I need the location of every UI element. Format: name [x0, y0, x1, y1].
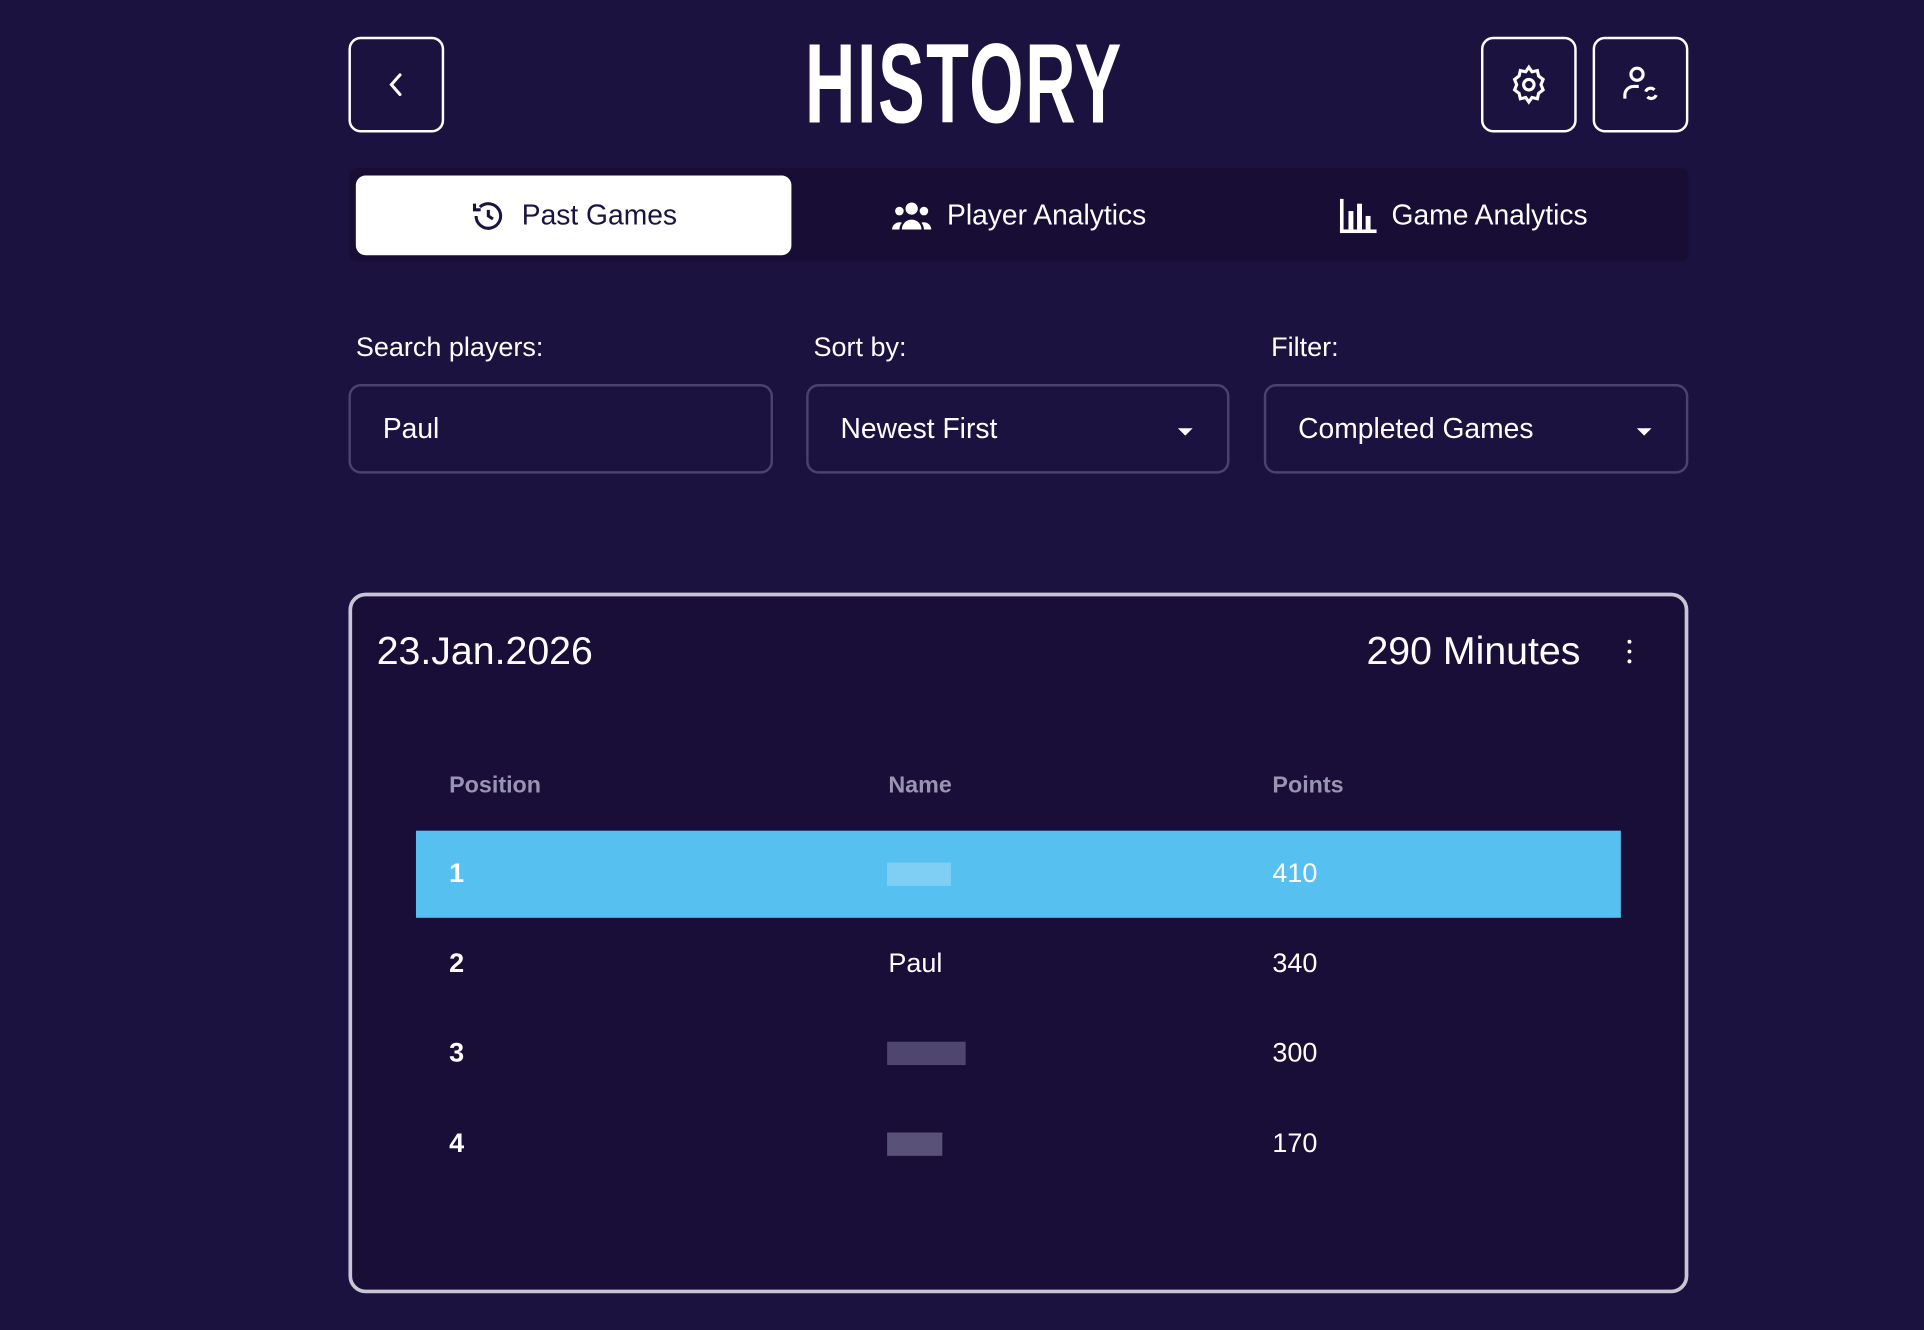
- sort-select[interactable]: Newest First: [806, 384, 1230, 474]
- game-duration: 290 Minutes: [1366, 628, 1581, 673]
- filter-select[interactable]: Completed Games: [1263, 384, 1689, 474]
- tab-player-analytics[interactable]: Player Analytics: [796, 175, 1240, 255]
- gear-icon: [1512, 64, 1545, 105]
- filter-value: Completed Games: [1298, 412, 1534, 445]
- table-row[interactable]: 1 410: [415, 830, 1621, 918]
- sort-label: Sort by:: [813, 331, 907, 362]
- redacted-name: [887, 1132, 943, 1156]
- redacted-name: [887, 862, 951, 886]
- more-options-button[interactable]: [1617, 636, 1642, 670]
- redacted-name: [887, 1041, 966, 1066]
- column-header-position: Position: [449, 773, 542, 799]
- table-row[interactable]: 4 170: [416, 1101, 1621, 1188]
- position-cell: 4: [449, 1127, 465, 1159]
- history-icon: [473, 201, 503, 230]
- settings-button[interactable]: [1480, 36, 1577, 133]
- tab-bar: Past Games Player Analytics Game Analyti…: [349, 168, 1689, 262]
- search-label: Search players:: [355, 331, 544, 362]
- switch-user-button[interactable]: [1592, 36, 1689, 133]
- name-cell: Paul: [888, 947, 943, 978]
- user-sync-icon: [1623, 66, 1658, 100]
- search-input[interactable]: Paul: [348, 384, 774, 474]
- column-header-points: Points: [1272, 773, 1344, 799]
- tab-label: Past Games: [521, 198, 678, 231]
- points-cell: 340: [1272, 947, 1318, 978]
- users-icon: [891, 201, 932, 229]
- back-button[interactable]: [348, 36, 445, 133]
- position-cell: 2: [449, 947, 465, 978]
- points-cell: 170: [1272, 1127, 1318, 1159]
- search-value: Paul: [382, 412, 440, 445]
- position-cell: 1: [449, 857, 465, 889]
- column-header-name: Name: [888, 773, 952, 799]
- tab-label: Game Analytics: [1391, 198, 1588, 231]
- sort-value: Newest First: [840, 412, 998, 445]
- page-title: HISTORY: [804, 22, 1123, 148]
- bar-chart-icon: [1339, 198, 1377, 233]
- tab-past-games[interactable]: Past Games: [355, 175, 792, 256]
- tab-game-analytics[interactable]: Game Analytics: [1242, 175, 1686, 255]
- game-card: [348, 592, 1689, 1294]
- position-cell: 3: [449, 1036, 465, 1068]
- game-date: 23.Jan.2026: [376, 628, 593, 673]
- chevron-left-icon: [389, 73, 402, 97]
- points-cell: 410: [1272, 857, 1318, 889]
- table-row[interactable]: 2 Paul 340: [416, 920, 1621, 1007]
- points-cell: 300: [1272, 1036, 1318, 1068]
- table-row[interactable]: 3 300: [416, 1010, 1621, 1097]
- tab-label: Player Analytics: [947, 198, 1147, 231]
- filter-label: Filter:: [1271, 331, 1339, 362]
- caret-down-icon: [1636, 428, 1652, 436]
- caret-down-icon: [1177, 428, 1193, 436]
- more-vertical-icon: [1627, 639, 1632, 664]
